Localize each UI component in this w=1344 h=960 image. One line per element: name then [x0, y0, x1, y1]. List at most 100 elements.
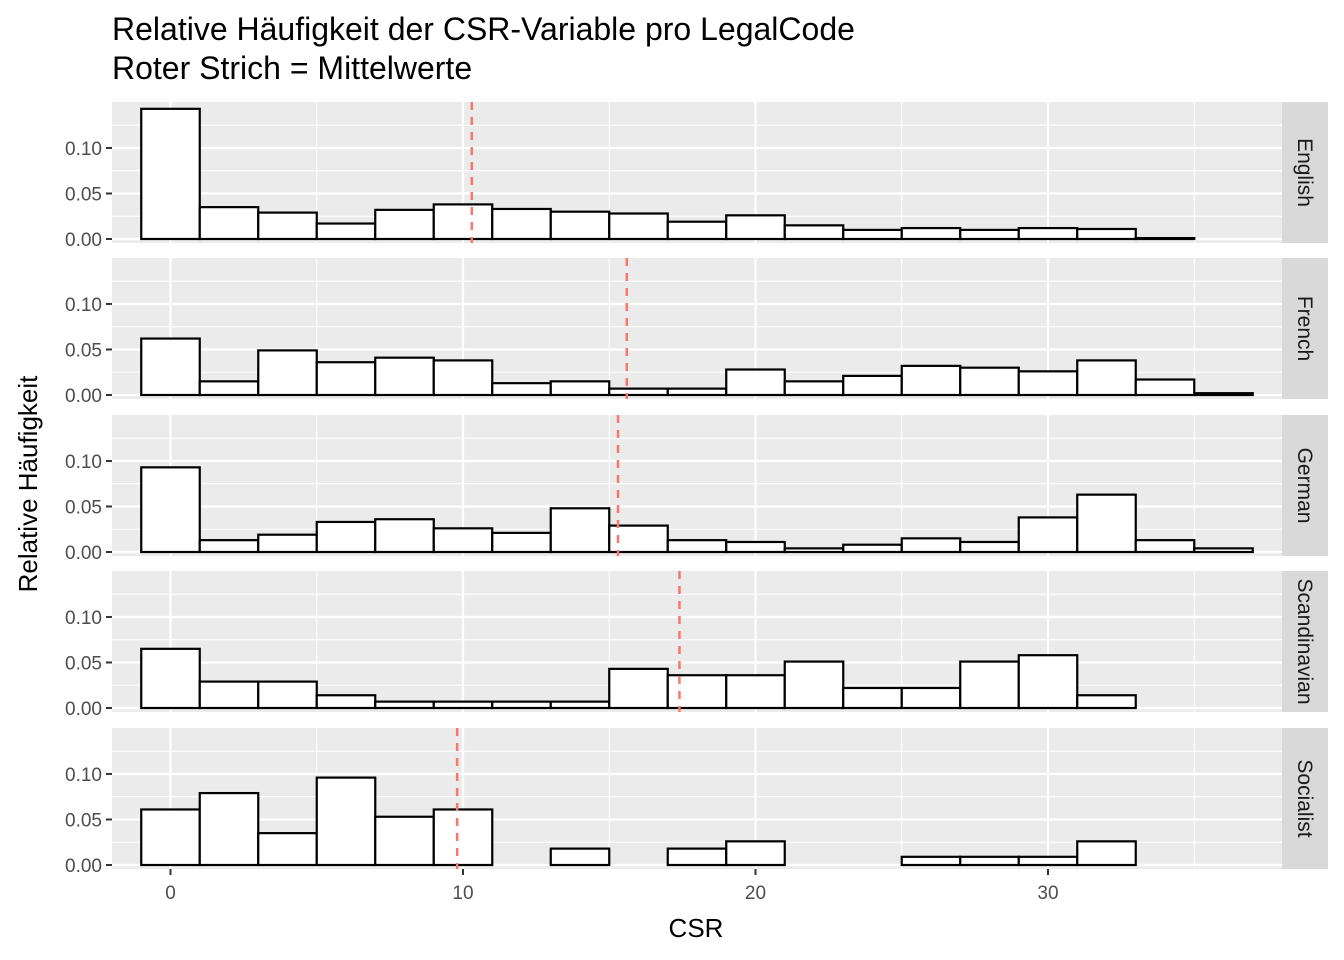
histogram-bar: [959, 855, 1020, 867]
histogram-bar: [1076, 227, 1137, 241]
histogram-bar: [198, 206, 260, 241]
histogram-bar: [315, 776, 377, 867]
histogram-bar: [900, 855, 962, 867]
facet-strip-label: Scandinavian: [1293, 578, 1316, 704]
histogram-bar: [549, 507, 611, 554]
facet-panels: 0.00 0.05 0.10 English 0.00 0.05 0.10 French 0.0…: [65, 102, 1328, 877]
facet-strip-label: English: [1293, 138, 1316, 207]
histogram-bar: [1134, 378, 1196, 397]
histogram-bar: [900, 364, 962, 397]
histogram-bar: [1193, 392, 1254, 397]
histogram-bar: [432, 359, 494, 397]
histogram-bar: [374, 208, 435, 241]
histogram-bar: [549, 847, 611, 867]
histogram-bar: [257, 680, 318, 710]
y-tick-label: 0.00: [65, 230, 102, 251]
y-tick-label: 0.10: [65, 295, 102, 316]
y-axis-title: Relative Häufigkeit: [13, 375, 43, 593]
histogram-bar: [549, 700, 611, 710]
histogram-bar: [491, 382, 552, 397]
x-tick-label: 20: [745, 883, 766, 904]
histogram-bar: [1017, 654, 1079, 710]
histogram-bar: [257, 349, 318, 397]
histogram-bar: [959, 228, 1020, 241]
histogram-bar: [842, 228, 903, 241]
facet-panel-english: 0.00 0.05 0.10 English: [65, 102, 1328, 251]
histogram-bar: [959, 366, 1020, 397]
histogram-bar: [783, 224, 845, 241]
y-tick-label: 0.00: [65, 856, 102, 877]
facet-panel-french: 0.00 0.05 0.10 French: [65, 258, 1328, 407]
histogram-bar: [666, 220, 728, 241]
histogram-bar: [1076, 840, 1137, 867]
y-tick-label: 0.10: [65, 608, 102, 629]
facet-strip: [1282, 258, 1328, 399]
x-axis: 0 10 20 30: [165, 869, 1059, 904]
histogram-bar: [140, 466, 201, 554]
facet-strip-label: German: [1293, 448, 1316, 524]
facet-panel-german: 0.00 0.05 0.10 German: [65, 415, 1328, 564]
histogram-bar: [783, 380, 845, 397]
histogram-bar: [432, 203, 494, 241]
facet-strip-label: French: [1293, 296, 1316, 361]
histogram-bar: [198, 380, 260, 397]
y-tick-label: 0.10: [65, 139, 102, 160]
histogram-bar: [315, 361, 377, 397]
histogram-bar: [315, 694, 377, 710]
x-tick-label: 0: [165, 883, 176, 904]
histogram-bar: [257, 533, 318, 554]
histogram-bar: [374, 700, 435, 710]
x-tick-label: 10: [452, 883, 473, 904]
y-tick-label: 0.05: [65, 340, 102, 361]
facet-strip: [1282, 728, 1328, 869]
histogram-bar: [315, 222, 377, 241]
x-tick-label: 30: [1037, 883, 1058, 904]
y-tick-label: 0.10: [65, 765, 102, 786]
histogram-bar: [1134, 539, 1196, 554]
histogram-bar: [374, 356, 435, 397]
histogram-bar: [900, 686, 962, 710]
histogram-bar: [1017, 370, 1079, 397]
histogram-bar: [549, 210, 611, 241]
histogram-bar: [140, 337, 201, 397]
histogram-bar: [666, 387, 728, 397]
facet-strip: [1282, 571, 1328, 712]
y-tick-label: 0.05: [65, 497, 102, 518]
x-axis-title: CSR: [669, 913, 724, 943]
histogram-bar: [959, 540, 1020, 554]
histogram-bar: [783, 547, 845, 554]
histogram-bar: [725, 214, 786, 241]
histogram-bar: [1134, 236, 1196, 241]
histogram-bar: [725, 840, 786, 867]
histogram-bar: [725, 368, 786, 397]
histogram-bar: [198, 680, 260, 710]
histogram-bar: [374, 518, 435, 554]
histogram-bar: [491, 531, 552, 554]
y-tick-label: 0.05: [65, 184, 102, 205]
histogram-bar: [842, 543, 903, 554]
histogram-bar: [1193, 547, 1254, 554]
histogram-bar: [491, 207, 552, 241]
histogram-bar: [608, 387, 669, 397]
histogram-bar: [842, 374, 903, 397]
histogram-bar: [608, 212, 669, 241]
histogram-bar: [725, 540, 786, 554]
histogram-bar: [315, 520, 377, 554]
histogram-bar: [1076, 493, 1137, 554]
histogram-bar: [374, 815, 435, 867]
chart-subtitle: Roter Strich = Mittelwerte: [112, 50, 472, 86]
histogram-bar: [900, 537, 962, 554]
chart-title: Relative Häufigkeit der CSR-Variable pro…: [112, 11, 855, 47]
facet-panel-scandinavian: 0.00 0.05 0.10 Scandinavian: [65, 571, 1328, 720]
histogram-bar: [1017, 516, 1079, 554]
y-tick-label: 0.05: [65, 653, 102, 674]
histogram-bar: [432, 700, 494, 710]
histogram-bar: [725, 674, 786, 710]
histogram-bar: [959, 660, 1020, 710]
facet-strip: [1282, 415, 1328, 556]
histogram-bar: [198, 539, 260, 554]
histogram-bar: [608, 667, 669, 710]
histogram-bar: [257, 211, 318, 241]
y-tick-label: 0.10: [65, 452, 102, 473]
